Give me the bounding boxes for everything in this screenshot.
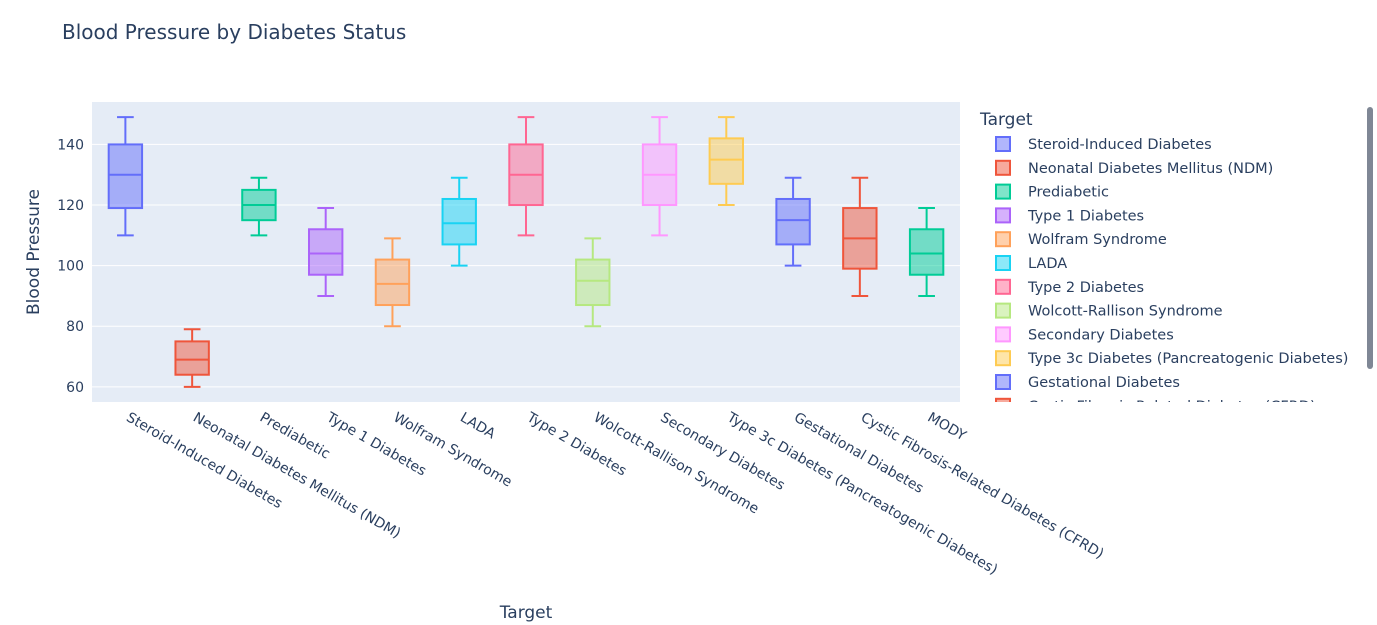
legend-item[interactable]: Type 1 Diabetes — [995, 207, 1144, 224]
box-iqr — [174, 340, 210, 376]
legend-item[interactable]: Cystic Fibrosis-Related Diabetes (CFRD) — [995, 397, 1316, 415]
box-5 — [374, 237, 411, 328]
legend-swatch — [995, 374, 1011, 390]
box-13 — [908, 207, 945, 297]
legend-label: Wolfram Syndrome — [1028, 232, 1167, 248]
legend-item[interactable]: Steroid-Induced Diabetes — [995, 136, 1212, 153]
legend-label: Cystic Fibrosis-Related Diabetes (CFRD) — [1028, 399, 1316, 415]
box-9 — [641, 116, 678, 237]
legend-item[interactable]: Secondary Diabetes — [995, 326, 1174, 343]
box-8 — [575, 237, 611, 328]
legend[interactable]: Steroid-Induced Diabetes Neonatal Diabete… — [995, 136, 1348, 439]
box-iqr — [708, 137, 744, 185]
legend-swatch — [995, 183, 1011, 200]
legend-label: Prediabetic — [1028, 185, 1109, 201]
legend-label: Type 3c Diabetes (Pancreatogenic Diabete… — [1027, 351, 1348, 367]
legend-swatch — [995, 397, 1011, 402]
x-tick-label: Cystic Fibrosis-Related Diabetes (CFRD) — [858, 410, 1107, 563]
box-iqr — [374, 258, 411, 307]
legend-swatch — [995, 231, 1011, 248]
legend-title: Target — [979, 110, 1033, 130]
x-axis-title: Target — [499, 603, 553, 623]
box-iqr — [575, 258, 611, 307]
legend-swatch — [995, 350, 1011, 367]
y-tick-label: 80 — [66, 319, 84, 335]
legend-label: Steroid-Induced Diabetes — [1028, 137, 1212, 153]
y-tick-label: 140 — [57, 137, 84, 153]
box-iqr — [107, 143, 144, 210]
legend-swatch — [995, 207, 1011, 224]
box-iqr — [775, 197, 811, 246]
legend-swatch — [995, 159, 1011, 176]
legend-item[interactable]: Gestational Diabetes — [995, 374, 1180, 391]
y-tick-label: 60 — [66, 380, 84, 396]
legend-label: Type 2 Diabetes — [1027, 280, 1144, 296]
y-axis-title: Blood Pressure — [24, 189, 44, 315]
box-iqr — [308, 228, 344, 276]
y-tick-label: 120 — [57, 198, 84, 214]
legend-label: MODY — [1028, 423, 1071, 439]
box-7 — [508, 116, 544, 237]
box-iqr — [908, 228, 945, 276]
y-axis-ticks: 60 80 100 120 140 — [57, 137, 84, 395]
legend-label: Gestational Diabetes — [1028, 375, 1180, 391]
legend-swatch — [995, 136, 1011, 152]
legend-label: Type 1 Diabetes — [1027, 208, 1144, 224]
box-2 — [174, 328, 210, 388]
legend-scrollbar[interactable] — [1367, 107, 1373, 369]
box-12 — [842, 176, 878, 297]
legend-item[interactable]: Prediabetic — [995, 183, 1109, 201]
box-10 — [708, 116, 744, 207]
legend-item[interactable]: Neonatal Diabetes Mellitus (NDM) — [995, 159, 1273, 177]
x-tick-label: MODY — [925, 410, 969, 445]
legend-swatch — [995, 278, 1011, 295]
legend-label: Neonatal Diabetes Mellitus (NDM) — [1028, 161, 1273, 177]
legend-item[interactable]: LADA — [995, 255, 1067, 272]
legend-item[interactable]: Type 2 Diabetes — [995, 278, 1144, 296]
legend-item[interactable]: Type 3c Diabetes (Pancreatogenic Diabete… — [995, 350, 1348, 367]
legend-swatch — [996, 423, 1010, 437]
box-3 — [241, 176, 277, 237]
box-iqr — [441, 197, 477, 246]
chart-title: Blood Pressure by Diabetes Status — [62, 20, 406, 44]
legend-swatch — [995, 255, 1011, 271]
box-6 — [441, 176, 477, 267]
legend-item[interactable]: MODY — [996, 423, 1071, 439]
legend-label: Secondary Diabetes — [1028, 327, 1174, 343]
legend-swatch — [995, 302, 1011, 319]
x-tick-label: Wolfram Syndrome — [390, 410, 514, 491]
legend-item[interactable]: Wolfram Syndrome — [995, 231, 1167, 248]
legend-label: LADA — [1028, 256, 1067, 272]
box-4 — [308, 207, 344, 297]
box-1 — [107, 116, 144, 237]
box-11 — [775, 176, 811, 267]
legend-swatch — [995, 326, 1011, 343]
y-tick-label: 100 — [57, 259, 84, 275]
x-tick-label: LADA — [457, 410, 498, 443]
legend-label: Wolcott-Rallison Syndrome — [1028, 304, 1223, 320]
boxes — [107, 116, 945, 388]
legend-item[interactable]: Wolcott-Rallison Syndrome — [995, 302, 1223, 320]
